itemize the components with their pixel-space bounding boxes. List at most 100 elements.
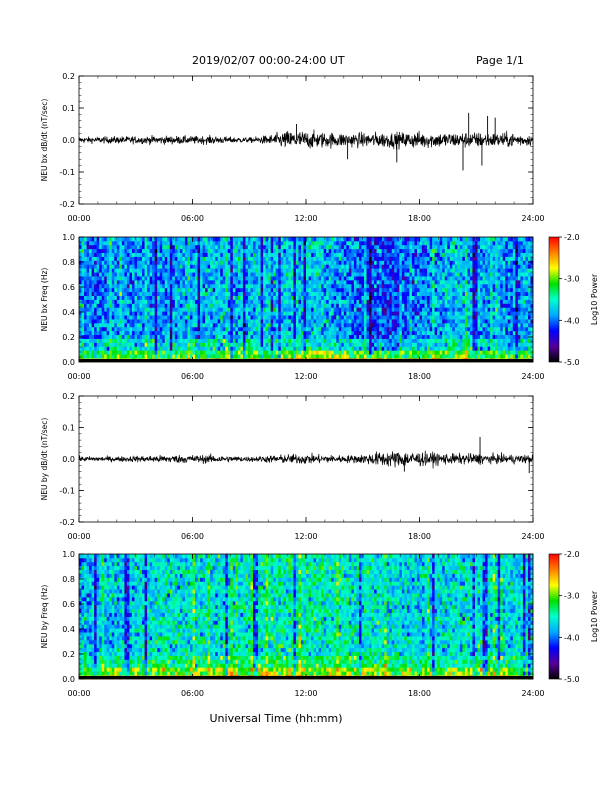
spectrogram-cell [293, 248, 297, 254]
spectrogram-cell [303, 334, 307, 339]
spectrogram-cell [222, 240, 226, 246]
spectrogram-cell [348, 276, 352, 281]
spectrogram-cell [331, 295, 335, 300]
spectrogram-cell [348, 283, 352, 289]
spectrogram-cell [338, 322, 342, 328]
spectrogram-cell [459, 299, 463, 304]
spectrogram-cell [99, 342, 103, 347]
spectrogram-cell [184, 311, 188, 316]
spectrogram-cell [265, 350, 269, 355]
spectrogram-cell [313, 303, 317, 308]
spectrogram-cell [242, 260, 246, 265]
spectrogram-cell [300, 350, 304, 355]
spectrogram-cell [416, 350, 420, 355]
spectrogram-cell [101, 342, 105, 347]
spectrogram-cell [101, 350, 105, 355]
spectrogram-cell [124, 268, 128, 273]
spectrogram-cell [394, 295, 398, 300]
spectrogram-cell [215, 283, 219, 289]
spectrogram-cell [424, 256, 428, 261]
spectrogram-cell [285, 311, 289, 316]
spectrogram-cell [336, 311, 340, 316]
spectrogram-cell [414, 330, 418, 336]
spectrogram-cell [346, 315, 350, 320]
spectrogram-cell [247, 264, 251, 269]
spectrogram-cell [318, 338, 322, 343]
spectrogram-cell [114, 342, 118, 347]
spectrogram-cell [338, 240, 342, 246]
spectrogram-cell [162, 334, 166, 339]
spectrogram-cell [86, 260, 90, 265]
spectrogram-cell [316, 237, 320, 242]
spectrogram-cell [328, 342, 332, 347]
spectrogram-cell [227, 264, 231, 269]
spectrogram-cell [369, 279, 372, 285]
spectrogram-cell [119, 334, 123, 339]
spectrogram-cell [318, 264, 322, 269]
spectrogram-cell [152, 248, 156, 254]
spectrogram-cell [184, 268, 188, 273]
spectrogram-cell [442, 326, 446, 332]
spectrogram-cell [179, 350, 183, 355]
spectrogram-cell [366, 322, 370, 328]
spectrogram-cell [99, 338, 103, 343]
spectrogram-cell [328, 354, 332, 359]
spectrogram-cell [263, 315, 267, 320]
spectrogram-cell [295, 350, 299, 355]
spectrogram-cell [200, 248, 203, 254]
spectrogram-cell [414, 260, 418, 265]
spectrogram-cell [404, 299, 408, 304]
spectrogram-cell [444, 338, 448, 343]
spectrogram-cell [394, 291, 398, 296]
spectrogram-cell [409, 252, 413, 257]
spectrogram-cell [253, 319, 256, 324]
spectrogram-cell [101, 307, 105, 312]
spectrogram-cell [321, 279, 325, 285]
spectrogram-cell [409, 350, 413, 355]
spectrogram-cell [406, 311, 410, 316]
spectrogram-cell [79, 307, 82, 312]
spectrogram-cell [404, 244, 408, 250]
spectrogram-cell [427, 268, 430, 273]
spectrogram-cell [131, 326, 135, 332]
spectrogram-cell [230, 342, 234, 347]
spectrogram-cell [212, 272, 216, 277]
spectrogram-cell [242, 350, 246, 355]
spectrogram-cell [401, 276, 405, 281]
spectrogram-cell [222, 252, 226, 257]
spectrogram-cell [265, 315, 269, 320]
spectrogram-cell [369, 264, 372, 269]
spectrogram-cell [258, 252, 261, 257]
spectrogram-cell [331, 256, 335, 261]
spectrogram-cell [268, 240, 272, 246]
spectrogram-cell [300, 319, 304, 324]
spectrogram-cell [442, 248, 446, 254]
spectrogram-cell [253, 287, 256, 293]
spectrogram-cell [157, 354, 161, 359]
spectrogram-cell [172, 326, 176, 332]
spectrogram-cell [162, 256, 166, 261]
spectrogram-cell [131, 260, 135, 265]
spectrogram-cell [230, 338, 234, 343]
spectrogram-cell [399, 287, 403, 293]
spectrogram-cell [91, 287, 95, 293]
spectrogram-cell [273, 334, 277, 339]
spectrogram-cell [303, 346, 307, 351]
spectrogram-cell [358, 334, 362, 339]
spectrogram-cell [449, 264, 453, 269]
spectrogram-cell [391, 354, 395, 359]
spectrogram-cell [316, 252, 320, 257]
spectrogram-cell [247, 307, 251, 312]
spectrogram-cell [429, 279, 433, 285]
spectrogram-cell [278, 315, 282, 320]
spectrogram-cell [311, 307, 314, 312]
spectrogram-cell [396, 299, 400, 304]
spectrogram-cell [459, 307, 463, 312]
spectrogram-cell [391, 307, 395, 312]
spectrogram-cell [280, 256, 284, 261]
spectrogram-cell [86, 237, 90, 242]
spectrogram-cell [336, 260, 340, 265]
spectrogram-cell [361, 248, 365, 254]
spectrogram-cell [172, 295, 176, 300]
spectrogram-cell [343, 346, 347, 351]
